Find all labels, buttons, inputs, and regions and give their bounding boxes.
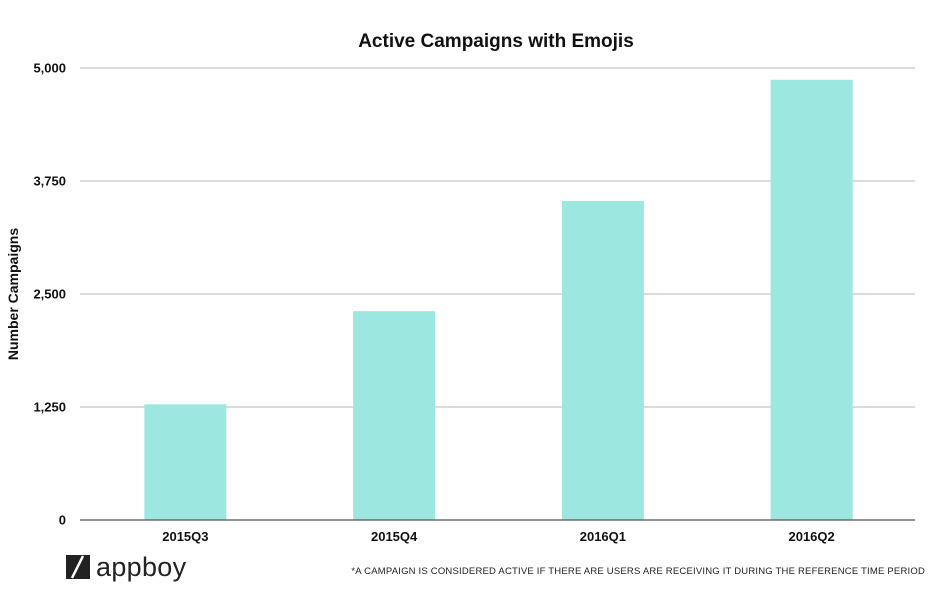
bar-2016Q1 [561, 200, 644, 520]
y-tick-labels: 0 1,250 2,500 3,750 5,000 [33, 61, 66, 528]
bar-2015Q4 [353, 311, 436, 520]
x-tick-label: 2015Q3 [162, 529, 208, 544]
x-tick-label: 2016Q2 [788, 529, 834, 544]
y-tick-label: 3,750 [33, 174, 66, 189]
x-tick-label: 2015Q4 [371, 529, 418, 544]
y-axis-label: Number Campaigns [5, 228, 21, 360]
y-tick-label: 2,500 [33, 287, 66, 302]
brand-name: appboy [96, 552, 187, 582]
bar-2016Q2 [770, 79, 853, 520]
bars [144, 79, 853, 520]
footnote: *A CAMPAIGN IS CONSIDERED ACTIVE IF THER… [351, 566, 925, 577]
y-tick-label: 5,000 [33, 61, 66, 76]
y-tick-label: 1,250 [33, 400, 66, 415]
appboy-logo-icon [66, 555, 90, 579]
appboy-logo: appboy [66, 552, 187, 582]
x-tick-labels: 2015Q3 2015Q4 2016Q1 2016Q2 [162, 529, 835, 544]
y-tick-label: 0 [59, 513, 66, 528]
bar-2015Q3 [144, 404, 227, 520]
x-tick-label: 2016Q1 [580, 529, 626, 544]
chart-title: Active Campaigns with Emojis [358, 31, 634, 52]
